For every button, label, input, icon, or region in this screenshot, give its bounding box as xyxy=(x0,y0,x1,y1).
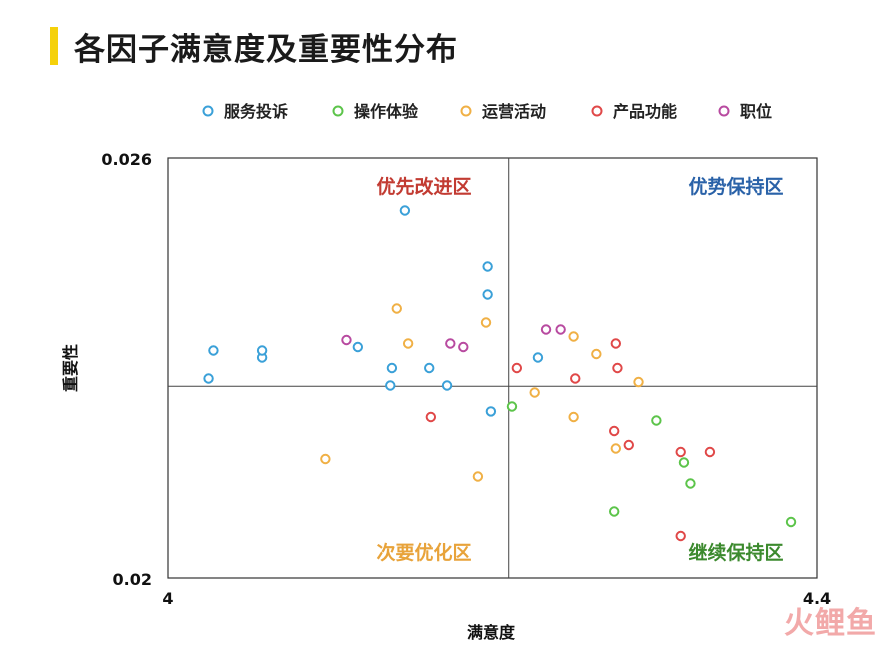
legend-label: 操作体验 xyxy=(354,102,419,121)
data-point xyxy=(256,345,268,356)
data-point xyxy=(402,338,414,349)
data-point xyxy=(386,362,398,374)
data-point xyxy=(570,373,581,384)
data-point xyxy=(675,530,686,542)
data-point xyxy=(591,348,602,360)
quadrant-label-bottom-left: 次要优化区 xyxy=(376,541,471,564)
data-point xyxy=(608,506,620,517)
data-point xyxy=(568,411,579,423)
legend: 服务投诉 操作体验 运营活动 产品功能 职位 xyxy=(202,102,772,121)
data-point xyxy=(785,516,797,528)
x-tick-label-min: 4 xyxy=(162,589,173,608)
data-point xyxy=(399,205,411,216)
legend-label: 运营活动 xyxy=(482,102,546,121)
data-point xyxy=(568,331,579,342)
quadrant-label-top-left: 优先改进区 xyxy=(376,175,471,198)
data-point xyxy=(529,387,540,398)
data-point xyxy=(385,380,396,391)
watermark-logo: 火鲤鱼 xyxy=(784,606,877,641)
data-point xyxy=(320,453,331,465)
data-point xyxy=(480,317,492,328)
quadrant-label-bottom-right: 继续保持区 xyxy=(688,541,783,564)
quadrant-label-top-right: 优势保持区 xyxy=(688,175,783,198)
data-point xyxy=(623,439,634,451)
page-title: 各因子满意度及重要性分布 xyxy=(74,32,458,68)
data-point xyxy=(610,338,622,349)
data-point xyxy=(685,478,696,489)
data-point xyxy=(424,362,435,374)
data-point xyxy=(675,446,686,458)
data-point xyxy=(482,261,493,272)
data-point xyxy=(651,415,662,426)
data-point xyxy=(203,373,214,384)
legend-marker xyxy=(202,105,214,117)
data-point xyxy=(425,411,437,423)
legend-marker xyxy=(591,105,603,117)
y-tick-label-min: 0.02 xyxy=(113,570,152,589)
data-point xyxy=(482,289,493,300)
plot-frame xyxy=(167,157,818,579)
data-point xyxy=(532,352,544,363)
data-point xyxy=(555,324,566,335)
data-point xyxy=(458,341,469,353)
y-axis-title: 重要性 xyxy=(61,344,80,392)
legend-marker xyxy=(460,105,472,117)
legend-label: 服务投诉 xyxy=(224,102,288,121)
title-accent-bar xyxy=(50,27,58,65)
data-point xyxy=(208,345,219,356)
data-point xyxy=(540,324,552,335)
x-axis-title: 满意度 xyxy=(467,623,516,642)
data-point xyxy=(341,334,352,346)
data-point xyxy=(704,446,716,458)
data-point xyxy=(678,457,690,468)
legend-label: 产品功能 xyxy=(613,102,677,121)
x-tick-label-max: 4.4 xyxy=(803,589,831,608)
legend-label: 职位 xyxy=(740,102,772,121)
data-point xyxy=(441,380,453,391)
data-point xyxy=(391,303,402,314)
data-point xyxy=(633,376,644,388)
data-point xyxy=(612,362,623,374)
data-point xyxy=(511,362,523,374)
data-point xyxy=(506,401,518,412)
data-points xyxy=(203,205,797,542)
data-point xyxy=(608,425,620,437)
data-point xyxy=(472,471,484,482)
legend-marker xyxy=(718,105,730,117)
data-point xyxy=(352,341,364,353)
data-point xyxy=(485,406,497,417)
data-point xyxy=(610,443,622,454)
y-tick-label-max: 0.026 xyxy=(101,150,152,169)
data-point xyxy=(445,338,456,349)
legend-marker xyxy=(332,105,344,117)
